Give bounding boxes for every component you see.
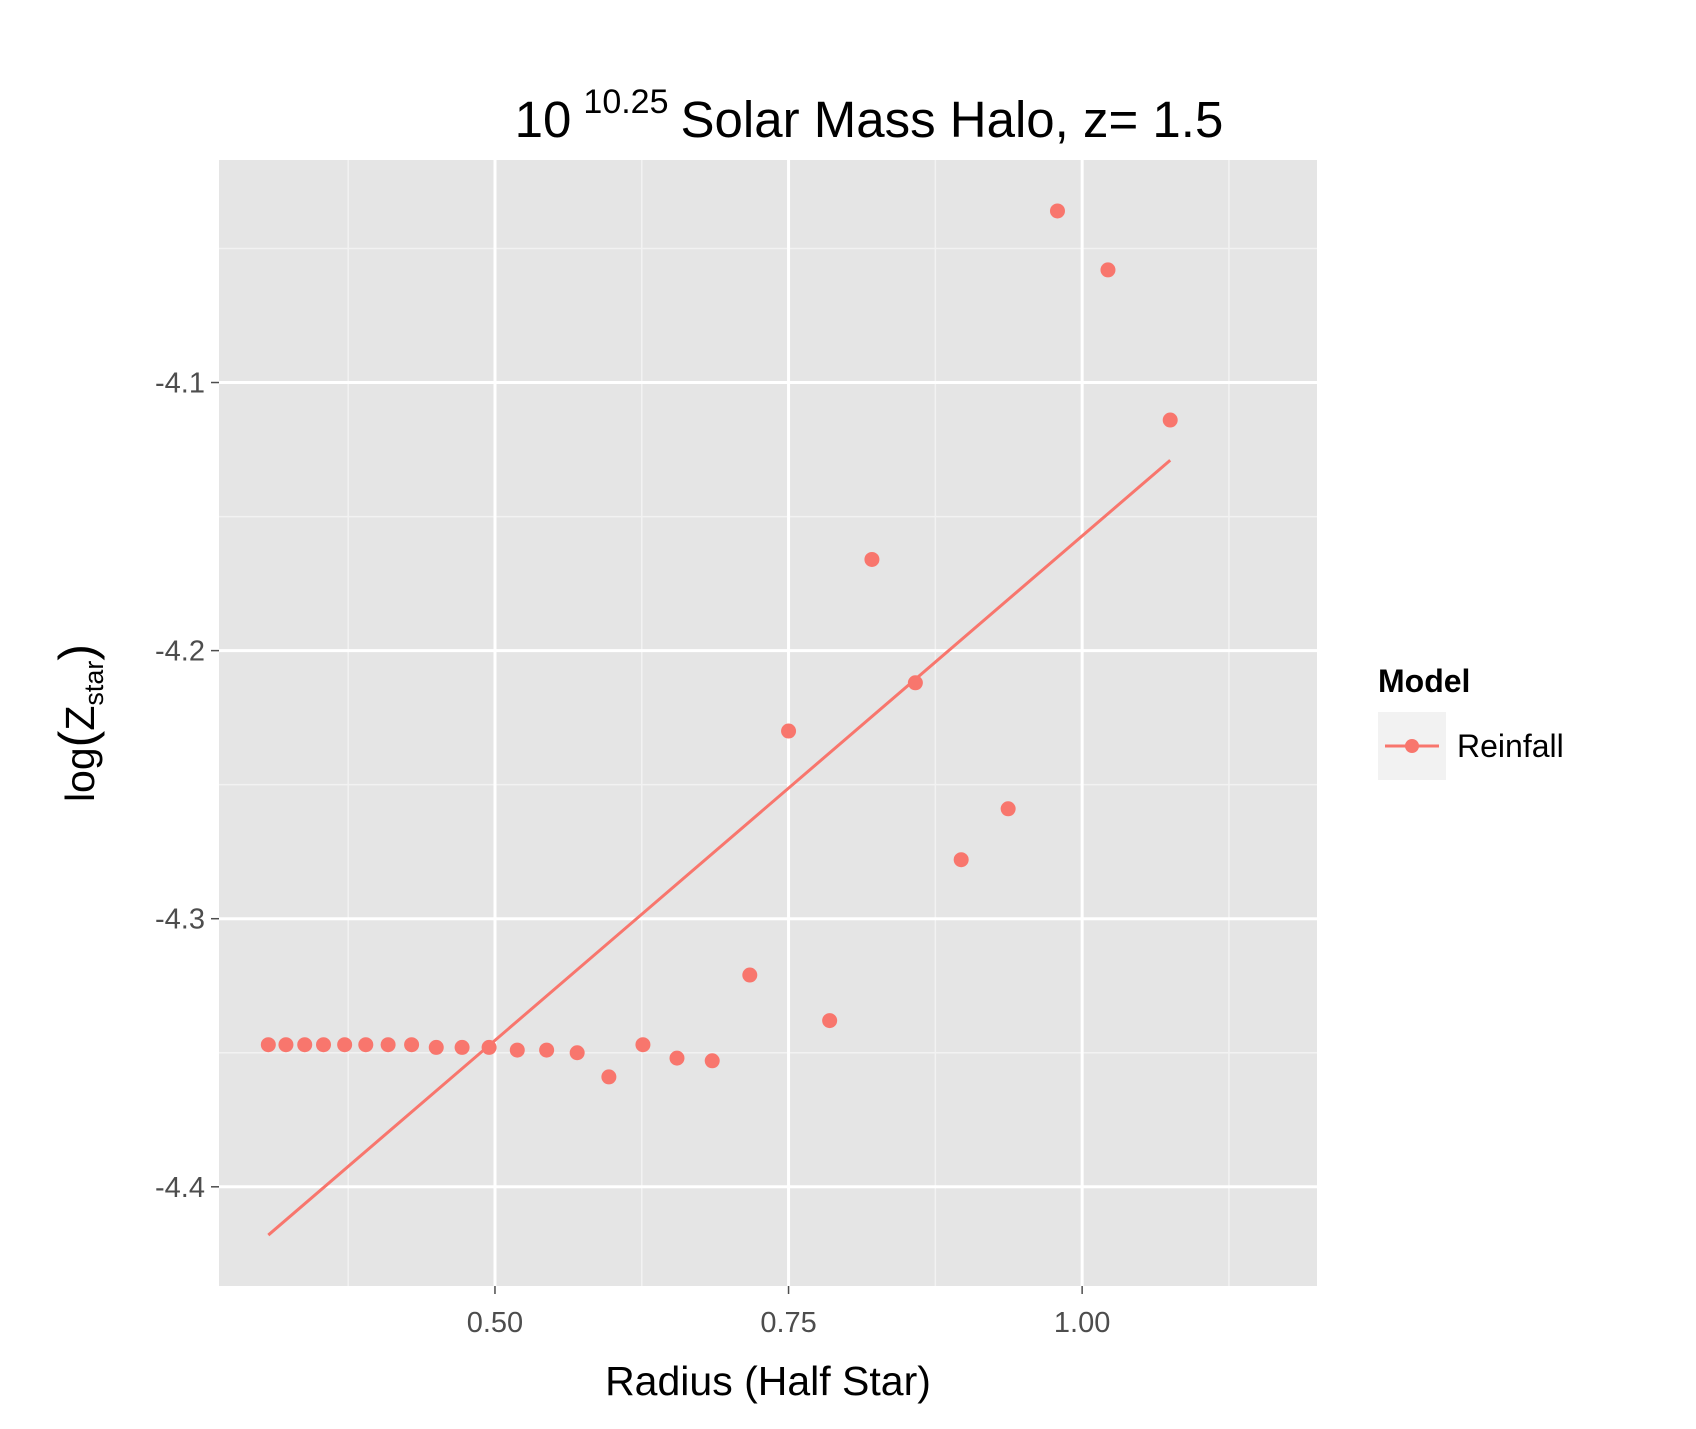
- x-tick-label: 1.00: [1054, 1307, 1110, 1339]
- data-point: [864, 551, 880, 567]
- y-tick-label: -4.4: [155, 1172, 205, 1204]
- data-point: [1000, 801, 1016, 817]
- fit-layer: [267, 459, 1172, 1237]
- y-axis-ticks: -4.4 -4.3 -4.2 -4.1: [155, 368, 219, 1204]
- data-point: [337, 1037, 353, 1053]
- legend-key-point: [1405, 739, 1419, 753]
- data-point: [1049, 203, 1065, 219]
- data-point: [742, 967, 758, 983]
- chart-title: 10 10.25 Solar Mass Halo, z= 1.5: [515, 83, 1224, 148]
- legend-label-reinfall: Reinfall: [1457, 728, 1564, 764]
- data-point: [635, 1037, 651, 1053]
- data-point: [1100, 262, 1116, 278]
- data-point: [781, 723, 797, 739]
- points-layer: [260, 203, 1178, 1085]
- data-point: [907, 675, 923, 691]
- x-tick-label: 0.50: [467, 1307, 523, 1339]
- data-point: [481, 1039, 497, 1055]
- data-point: [704, 1053, 720, 1069]
- data-point: [669, 1050, 685, 1066]
- data-point: [1162, 412, 1178, 428]
- data-point: [278, 1037, 294, 1053]
- data-point: [601, 1069, 617, 1085]
- data-point: [953, 852, 969, 868]
- data-point: [260, 1037, 276, 1053]
- fit-line: [267, 459, 1172, 1237]
- data-point: [380, 1037, 396, 1053]
- data-point: [539, 1042, 555, 1058]
- grid-minor: [219, 160, 1317, 1286]
- y-tick-label: -4.3: [155, 904, 205, 936]
- y-tick-label: -4.2: [155, 636, 205, 668]
- plot-panel: [219, 160, 1317, 1286]
- data-point: [454, 1039, 470, 1055]
- data-point: [822, 1013, 838, 1029]
- x-axis-title: Radius (Half Star): [605, 1358, 931, 1404]
- y-axis-title: log(Zstar): [49, 644, 109, 802]
- data-point: [297, 1037, 313, 1053]
- grid-major: [219, 160, 1317, 1286]
- data-point: [316, 1037, 332, 1053]
- legend: Model Reinfall: [1378, 663, 1564, 780]
- data-point: [358, 1037, 374, 1053]
- legend-title: Model: [1378, 663, 1470, 699]
- x-tick-label: 0.75: [760, 1307, 816, 1339]
- data-point: [428, 1039, 444, 1055]
- data-point: [404, 1037, 420, 1053]
- y-tick-label: -4.1: [155, 368, 205, 400]
- x-axis-ticks: 0.50 0.75 1.00: [467, 1286, 1110, 1339]
- data-point: [509, 1042, 525, 1058]
- data-point: [569, 1045, 585, 1061]
